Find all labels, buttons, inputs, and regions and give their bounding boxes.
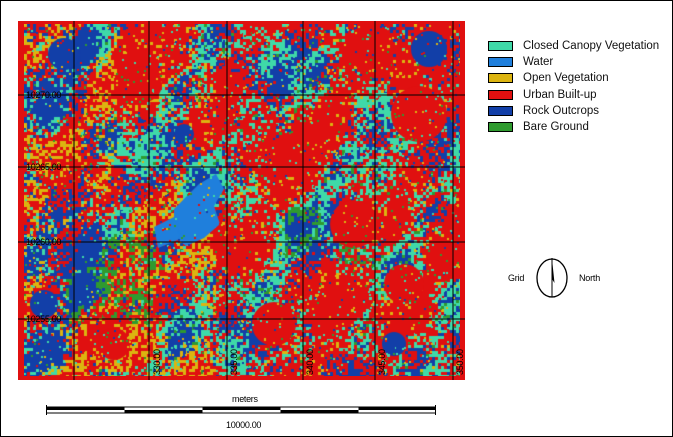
grid-label-northing: 10260.00	[26, 237, 62, 247]
legend-label: Bare Ground	[523, 121, 589, 134]
legend-label: Open Vegetation	[523, 72, 609, 85]
grid-label-easting: 335.00	[229, 349, 239, 375]
legend-label: Rock Outcrops	[523, 104, 600, 117]
legend-item: Water	[488, 54, 673, 70]
legend-label: Water	[523, 56, 554, 69]
grid-label-northing: 10255.00	[26, 314, 62, 324]
legend-label: Urban Built-up	[523, 88, 597, 101]
scale-value-label: 10000.00	[226, 420, 262, 430]
north-arrow-north-label: North	[579, 273, 601, 283]
legend-swatch	[488, 105, 513, 116]
land-cover-map: 10270.00 10265.00 10260.00 10255.00 330.…	[18, 21, 465, 380]
legend-swatch	[488, 89, 513, 100]
grid-label-easting: 330.00	[152, 349, 162, 375]
scale-bar: meters 10000.00	[46, 394, 436, 434]
map-legend: Closed Canopy Vegetation Water Open Vege…	[488, 38, 673, 135]
legend-item: Open Vegetation	[488, 70, 673, 86]
legend-swatch	[488, 41, 513, 52]
scale-units-label: meters	[232, 394, 258, 404]
grid-label-northing: 10270.00	[26, 90, 62, 100]
legend-swatch	[488, 73, 513, 84]
grid-label-easting: 340.00	[305, 349, 315, 375]
north-arrow-grid-label: Grid	[508, 273, 525, 283]
legend-item: Urban Built-up	[488, 87, 673, 103]
legend-item: Closed Canopy Vegetation	[488, 38, 673, 54]
classified-raster	[24, 24, 460, 376]
legend-swatch	[488, 122, 513, 133]
grid-label-northing: 10265.00	[26, 162, 62, 172]
legend-label: Closed Canopy Vegetation	[523, 40, 660, 53]
grid-label-easting: 350.00	[455, 349, 465, 375]
grid-label-easting: 345.00	[377, 349, 387, 375]
north-arrow: Grid North	[508, 253, 608, 303]
north-arrow-icon	[536, 258, 568, 298]
legend-item: Rock Outcrops	[488, 103, 673, 119]
legend-item: Bare Ground	[488, 119, 673, 135]
scale-bar-graphic	[46, 405, 436, 415]
legend-swatch	[488, 57, 513, 68]
